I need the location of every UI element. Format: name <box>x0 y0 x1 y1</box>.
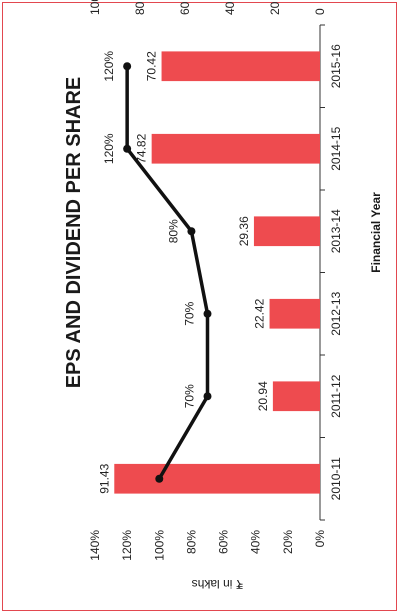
bar-value-label: 91.43 <box>97 463 111 493</box>
bar-2015-16 <box>161 51 320 82</box>
right-axis-tick-label: 40 <box>223 1 237 15</box>
bar-2010-11 <box>114 463 320 494</box>
bar-value-label: 22.42 <box>253 298 267 328</box>
x-tick-label: 2011-12 <box>329 374 343 417</box>
dividend-point <box>187 227 196 236</box>
left-axis-tick-label: 100% <box>152 530 166 561</box>
dividend-value-label: 70% <box>183 301 197 325</box>
x-axis-label: Financial Year <box>369 192 383 273</box>
left-axis-tick-label: 60% <box>217 530 231 554</box>
x-tick-label: 2015-16 <box>329 44 343 88</box>
dividend-value-label: 80% <box>166 219 180 243</box>
bar-2012-13 <box>269 298 320 329</box>
x-tick-label: 2012-13 <box>329 291 343 335</box>
left-axis-tick-label: 80% <box>184 530 198 554</box>
chart-title: EPS AND DIVIDEND PER SHARE <box>63 77 85 389</box>
dividend-point <box>123 144 132 153</box>
chart-frame <box>2 2 397 611</box>
left-axis-tick-label: 0% <box>313 530 327 548</box>
bar-2014-15 <box>151 133 320 164</box>
right-axis-tick-label: 100 <box>88 0 102 15</box>
right-axis-tick-label: 20 <box>268 1 282 15</box>
y-axis-label: ₹ in lakhs <box>192 577 244 591</box>
bar-value-label: 70.42 <box>145 51 159 81</box>
dividend-value-label: 120% <box>102 133 116 164</box>
bar-value-label: 20.94 <box>256 381 270 411</box>
right-axis-tick-label: 80 <box>133 1 147 15</box>
bar-2013-14 <box>253 216 320 247</box>
bar-2011-12 <box>272 381 321 412</box>
left-axis-tick-label: 40% <box>249 530 263 554</box>
dividend-point <box>123 62 132 71</box>
bar-value-label: 29.36 <box>237 216 251 246</box>
dividend-value-label: 70% <box>183 384 197 408</box>
right-axis-tick-label: 60 <box>178 1 192 15</box>
dividend-point <box>203 392 212 401</box>
dividend-value-label: 120% <box>102 51 116 82</box>
left-axis-tick-label: 120% <box>120 530 134 561</box>
right-axis-tick-label: 0 <box>313 8 327 15</box>
x-tick-label: 2010-11 <box>329 457 343 500</box>
bar-value-label: 74.82 <box>135 133 149 163</box>
dividend-point <box>203 309 212 318</box>
dividend-line <box>125 66 210 480</box>
x-tick-label: 2014-15 <box>329 126 343 170</box>
left-axis-tick-label: 20% <box>281 530 295 554</box>
dividend-point <box>155 474 164 483</box>
x-tick-label: 2013-14 <box>329 209 343 253</box>
left-axis-tick-label: 140% <box>88 530 102 561</box>
plot-area: 91.4320.9422.4229.3674.8270.422010-11201… <box>88 0 343 561</box>
